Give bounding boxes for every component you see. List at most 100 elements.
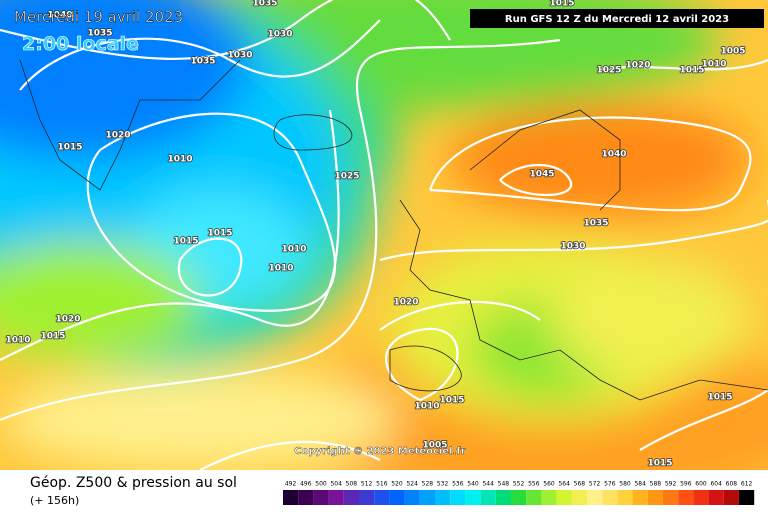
isobar-label: 1010 [268,264,293,274]
isobar-label: 1030 [267,30,292,40]
colorbar-label: 544 [482,481,494,488]
colorbar-swatch [632,490,648,505]
isobar-label: 1020 [55,315,80,325]
isobar-label: 1015 [707,393,732,403]
isobar-label: 1030 [560,242,585,252]
colorbar-swatch [723,490,739,505]
colorbar-label: 528 [422,481,434,488]
run-info: Run GFS 12 Z du Mercredi 12 avril 2023 [505,14,729,25]
colorbar-swatch [283,490,299,505]
footer-title: Géop. Z500 & pression au sol [30,475,237,491]
isobar-label: 1015 [40,332,65,342]
isobar-label: 1045 [529,170,554,180]
isobar-label: 1015 [647,459,672,469]
isobar-label: 1015 [679,66,704,76]
isobar-label: 1010 [281,245,306,255]
isobars [0,0,768,470]
colorbar-label: 560 [543,481,555,488]
colorbar-swatch [526,490,542,505]
colorbar-swatch [480,490,496,505]
colorbar-label: 540 [467,481,479,488]
colorbar-swatch [450,490,466,505]
isobar-label: 1020 [625,61,650,71]
coastlines [19,59,768,401]
colorbar-label: 556 [528,481,540,488]
isobar-label: 1035 [583,219,608,229]
isobar-label: 1015 [439,396,464,406]
colorbar-swatch [359,490,375,505]
colorbar-label: 496 [300,481,312,488]
colorbar-label: 564 [558,481,570,488]
colorbar-label: 552 [513,481,525,488]
colorbar-swatch [602,490,618,505]
colorbar-swatch [511,490,527,505]
colorbar-swatch [404,490,420,505]
colorbar-label: 584 [634,481,646,488]
colorbar-label: 500 [315,481,327,488]
colorbar-label: 492 [285,481,297,488]
isobar-label: 1035 [87,29,112,39]
colorbar-label: 508 [346,481,358,488]
colorbar-swatch [374,490,390,505]
colorbar-label: 504 [330,481,342,488]
colorbar-label: 532 [437,481,449,488]
colorbar-label: 572 [589,481,601,488]
colorbar-swatch [739,490,755,505]
isobar-label: 1015 [207,229,232,239]
isobar-label: 1015 [549,0,574,9]
colorbar-label: 568 [574,481,586,488]
colorbar-swatch [328,490,344,505]
isobar-label: 1010 [5,336,30,346]
colorbar-label: 520 [391,481,403,488]
isobar-label: 1040 [47,11,72,21]
colorbar-swatch [298,490,314,505]
colorbar-swatch [435,490,451,505]
isobar-label: 1035 [190,57,215,67]
colorbar-swatch [419,490,435,505]
isobar-label: 1030 [227,51,252,61]
colorbar-label: 596 [680,481,692,488]
colorbar-swatch [389,490,405,505]
colorbar-label: 600 [695,481,707,488]
isobar-label: 1040 [601,150,626,160]
isobar-label: 1015 [57,143,82,153]
copyright: Copyright © 2023 Meteociel.fr [294,446,465,457]
colorbar-label: 588 [650,481,662,488]
colorbar-label: 604 [710,481,722,488]
run-box [470,9,764,28]
isobar-label: 1025 [334,172,359,182]
colorbar-swatch [495,490,511,505]
colorbar-swatch [343,490,359,505]
colorbar-label: 536 [452,481,464,488]
colorbar-swatch [587,490,603,505]
isobar-label: 1010 [414,402,439,412]
colorbar-swatch [708,490,724,505]
isobar-label: 1020 [105,131,130,141]
isobar-label: 1025 [596,66,621,76]
colorbar-swatch [693,490,709,505]
colorbar-label: 608 [726,481,738,488]
colorbar-swatch [678,490,694,505]
colorbar-label: 612 [741,481,753,488]
colorbar-label: 524 [406,481,418,488]
isobar-label: 1005 [422,441,447,451]
colorbar-label: 516 [376,481,388,488]
colorbar-swatch [541,490,557,505]
colorbar-label: 512 [361,481,373,488]
colorbar-label: 548 [498,481,510,488]
isobar-label: 1035 [252,0,277,9]
colorbar-label: 592 [665,481,677,488]
isobar-label: 1010 [701,60,726,70]
colorbar-swatch [617,490,633,505]
colorbar-label: 580 [619,481,631,488]
isobar-label: 1015 [173,237,198,247]
local-time: 2:00 locale [22,33,139,55]
colorbar-swatch [647,490,663,505]
colorbar-swatch [571,490,587,505]
footer-lead: (+ 156h) [30,494,79,507]
isobar-label: 1010 [167,155,192,165]
colorbar-swatch [465,490,481,505]
